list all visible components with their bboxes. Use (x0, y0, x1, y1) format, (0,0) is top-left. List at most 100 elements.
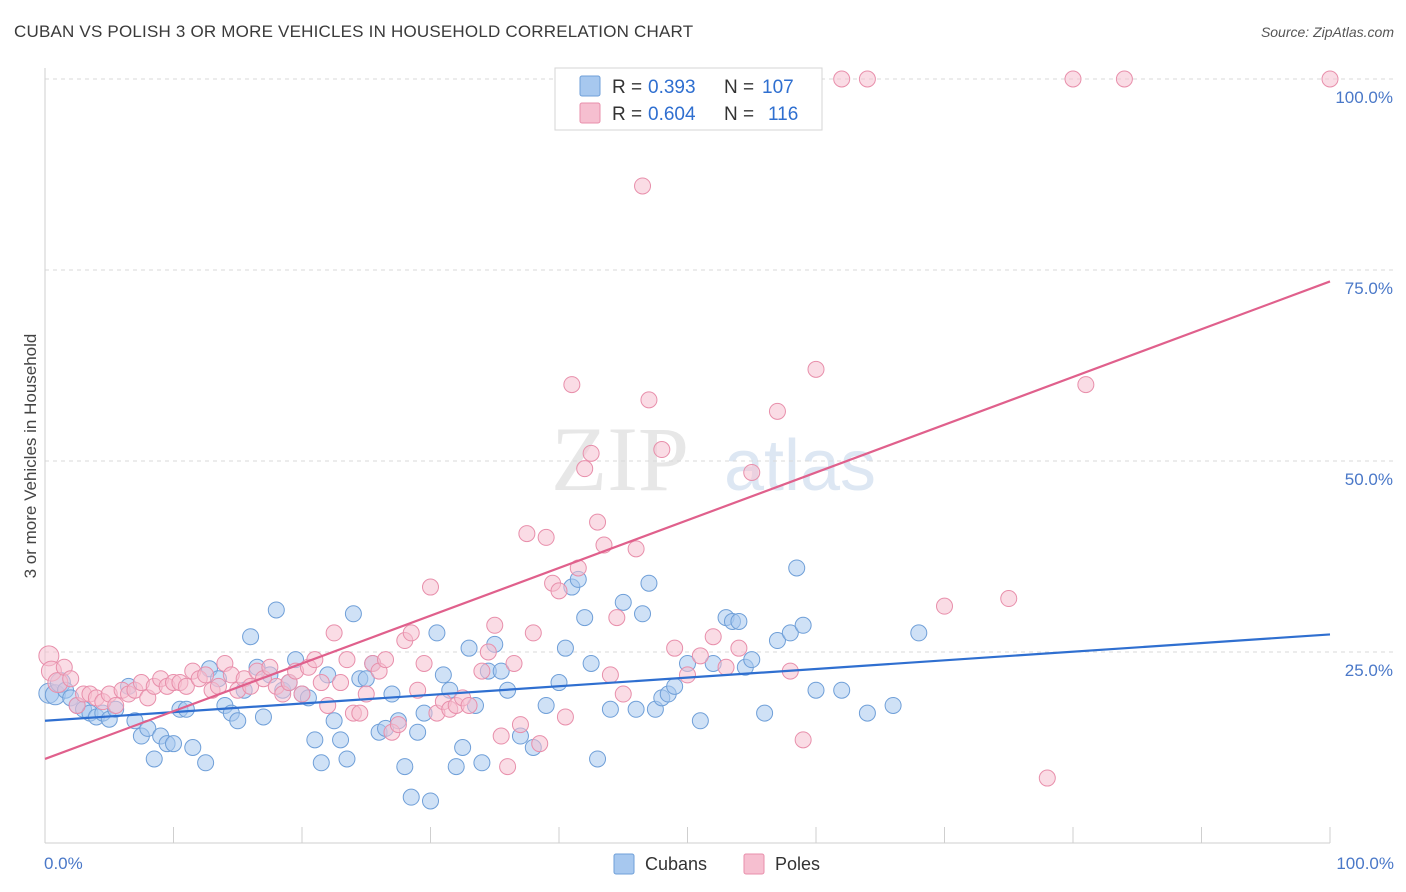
polish-point-98 (717, 658, 735, 676)
polish-point-47 (338, 651, 356, 669)
cuban-point-82 (614, 593, 632, 611)
bottom-legend-cubans-label: Cubans (645, 854, 707, 874)
legend-polish-r-value: 0.604 (648, 104, 696, 125)
cuban-point-54 (396, 758, 414, 776)
cuban-point-98 (756, 704, 774, 722)
cuban-point-99 (768, 632, 786, 650)
x-tick-label-max: 100.0% (1336, 854, 1394, 873)
cuban-point-84 (634, 605, 652, 623)
polish-point-43 (312, 674, 330, 692)
cuban-point-78 (576, 609, 594, 627)
cuban-point-62 (447, 758, 465, 776)
polish-point-72 (505, 654, 523, 672)
polish-point-58 (409, 681, 427, 699)
cuban-point-52 (383, 685, 401, 703)
cuban-point-63 (454, 739, 472, 756)
cuban-point-79 (582, 654, 600, 672)
polish-point-60 (422, 578, 439, 596)
legend-cuban-r-value: 0.393 (648, 77, 696, 98)
cuban-point-85 (640, 574, 658, 592)
cuban-point-60 (434, 666, 452, 684)
polish-point-80 (556, 708, 574, 726)
polish-point-111 (1064, 70, 1082, 88)
polish-point-49 (351, 704, 369, 722)
polish-point-68 (479, 643, 497, 661)
y-tick-label-3: 100.0% (1335, 88, 1393, 107)
cuban-point-22 (184, 739, 202, 756)
chart-title: CUBAN VS POLISH 3 OR MORE VEHICLES IN HO… (14, 22, 694, 41)
polish-point-90 (627, 540, 645, 558)
polish-point-73 (511, 716, 529, 734)
polish-point-113 (1115, 70, 1133, 88)
cuban-point-44 (332, 731, 350, 749)
polish-point-67 (473, 662, 491, 680)
cuban-point-55 (402, 788, 420, 806)
polish-point-104 (794, 731, 812, 749)
cuban-point-100 (781, 624, 799, 642)
cuban-point-56 (409, 723, 427, 741)
polish-point-97 (704, 628, 722, 646)
bottom-legend: Cubans Poles (613, 853, 820, 875)
polish-point-93 (653, 441, 671, 459)
polish-point-102 (768, 402, 786, 420)
trend-lines (44, 280, 1331, 760)
cuban-point-34 (267, 601, 285, 619)
polish-point-110 (1038, 769, 1056, 787)
polish-point-107 (858, 70, 876, 88)
polish-point-4 (62, 670, 80, 688)
polish-point-77 (537, 528, 555, 546)
polish-trend-line (44, 280, 1331, 760)
cuban-point-80 (589, 750, 607, 768)
polish-point-22 (177, 677, 195, 695)
cuban-point-30 (242, 628, 260, 646)
y-tick-label-0: 25.0% (1345, 661, 1393, 680)
cuban-point-81 (601, 700, 619, 718)
cuban-point-28 (229, 712, 247, 730)
legend-polish-swatch (579, 102, 601, 124)
legend-cuban-n-label: N = (724, 77, 754, 98)
polish-point-74 (518, 525, 536, 543)
polish-point-100 (743, 463, 761, 481)
polish-point-81 (563, 376, 581, 394)
cuban-point-19 (165, 735, 182, 753)
bottom-legend-poles-label: Poles (775, 854, 820, 874)
polish-point-53 (377, 651, 395, 669)
polish-point-11 (107, 696, 125, 714)
polish-point-76 (531, 735, 549, 753)
legend-cuban-r-label: R = (612, 77, 642, 98)
y-tick-labels: 25.0% 50.0% 75.0% 100.0% (1335, 88, 1393, 680)
cuban-point-23 (197, 754, 215, 772)
polish-point-85 (589, 513, 607, 531)
cuban-point-107 (910, 624, 928, 642)
cuban-point-106 (884, 696, 902, 714)
source-label: Source: ZipAtlas.com (1260, 24, 1394, 40)
cuban-point-64 (460, 639, 478, 657)
polish-point-112 (1077, 376, 1095, 394)
polish-point-106 (833, 70, 851, 88)
cuban-point-41 (312, 754, 330, 772)
x-tick-label-min: 0.0% (44, 854, 83, 873)
y-tick-label-1: 50.0% (1345, 470, 1393, 489)
cuban-point-59 (428, 624, 446, 642)
cuban-trend-line (44, 633, 1331, 722)
polish-point-59 (415, 654, 433, 672)
cuban-point-32 (254, 708, 272, 726)
cuban-point-58 (422, 792, 439, 810)
polish-point-71 (499, 758, 517, 776)
y-axis-label: 3 or more Vehicles in Household (21, 334, 40, 579)
polish-point-109 (1000, 590, 1018, 608)
cuban-point-95 (730, 612, 748, 630)
y-tick-label-2: 75.0% (1345, 279, 1393, 298)
cuban-point-97 (743, 651, 761, 669)
polish-point-96 (691, 647, 709, 665)
polish-point-114 (1321, 70, 1339, 88)
grid (45, 78, 1395, 653)
polish-point-108 (936, 597, 953, 615)
cuban-point-45 (338, 750, 356, 768)
polish-point-66 (460, 696, 478, 714)
cuban-point-83 (627, 700, 645, 718)
cuban-point-105 (858, 704, 876, 722)
polish-points (38, 70, 1339, 787)
polish-point-95 (679, 666, 696, 684)
